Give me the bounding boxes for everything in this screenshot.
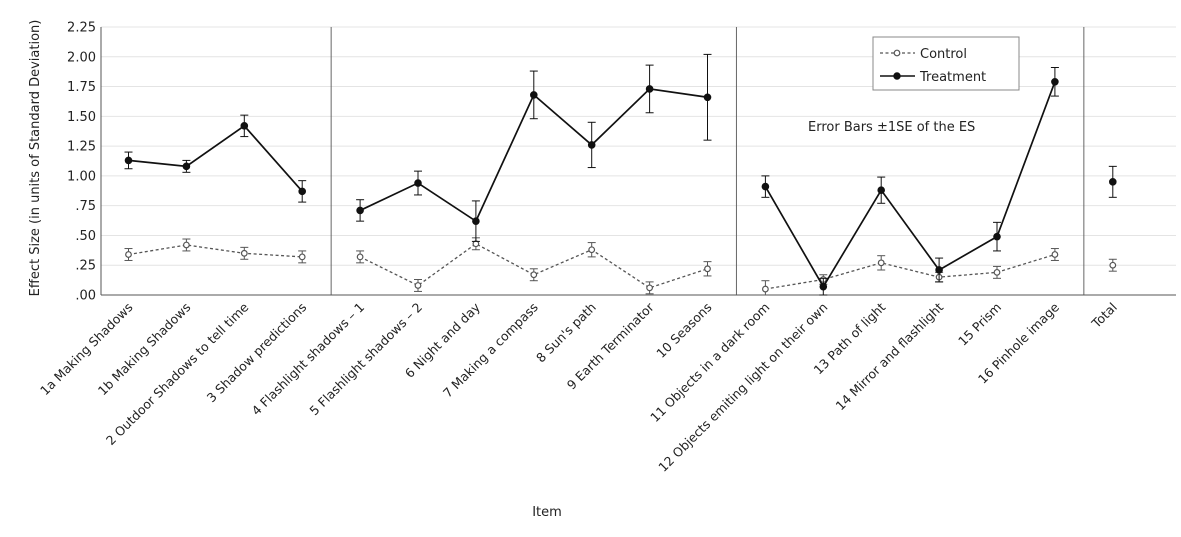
series-control-point	[993, 268, 1001, 276]
x-tick-label: 11 Objects in a dark room	[647, 300, 772, 425]
series-treatment-point	[1051, 77, 1059, 86]
series-treatment-point	[298, 187, 307, 196]
legend-control-marker	[893, 49, 901, 57]
series-treatment-point	[124, 156, 133, 165]
y-axis-title: Effect Size (in units of Standard Deviat…	[28, 20, 43, 297]
y-tick-label: 2.00	[67, 50, 96, 65]
series-layer	[124, 53, 1117, 296]
series-control-point	[298, 253, 306, 261]
series-treatment-point	[587, 141, 596, 149]
x-tick-label: 4 Flashlight shadows – 1	[248, 300, 367, 419]
y-tick-label: 1.25	[67, 140, 96, 155]
legend-box	[872, 36, 1020, 91]
x-tick-label: 1a Making Shadows	[37, 300, 136, 399]
series-control-point	[125, 251, 132, 258]
series-treatment-point	[1109, 178, 1117, 186]
series-control-point	[356, 253, 364, 261]
series-control-line	[359, 243, 708, 289]
x-tick-label: 14 Mirror and flashlight	[832, 299, 946, 413]
series-control-point	[877, 259, 885, 267]
error-bar-note: Error Bars ±1SE of the ES	[808, 120, 975, 135]
series-treatment	[124, 53, 1117, 296]
x-tick-label: 7 Making a compass	[440, 300, 541, 401]
series-treatment-point	[819, 282, 828, 291]
series-treatment-point	[472, 217, 480, 225]
series-treatment-point	[877, 186, 886, 194]
series-control-line	[128, 244, 303, 258]
series-control-line	[765, 253, 1056, 290]
series-control-point	[182, 241, 190, 249]
x-tick-label: 3 Shadow predictions	[204, 300, 310, 406]
series-treatment-line	[128, 124, 303, 192]
series-control-point	[704, 265, 711, 273]
series-treatment-point	[645, 85, 654, 93]
panel-dividers	[330, 27, 1085, 295]
series-treatment-point	[356, 206, 364, 215]
x-tick-label: 15 Prism	[955, 300, 1004, 349]
series-control-point	[588, 246, 596, 254]
x-axis-title: Item	[532, 505, 562, 520]
legend-treatment-marker	[893, 72, 901, 80]
grid	[101, 26, 1176, 266]
legend-control-label: Control	[920, 47, 967, 62]
y-tick-label: .25	[75, 259, 96, 274]
series-treatment-point	[703, 93, 712, 102]
series-treatment-point	[182, 162, 191, 171]
series-treatment-point	[935, 266, 943, 274]
y-tick-label: .75	[75, 199, 96, 214]
series-control-point	[414, 282, 422, 289]
series-control-point	[646, 284, 653, 292]
series-control-point	[1109, 261, 1117, 269]
x-tick-label: 5 Flashlight shadows – 2	[306, 300, 425, 419]
series-control	[124, 237, 1117, 296]
series-treatment-point	[761, 182, 770, 191]
y-tick-label: .50	[75, 229, 96, 244]
series-control-point	[240, 249, 248, 257]
series-treatment-point	[529, 91, 538, 99]
legend-treatment-label: Treatment	[919, 70, 986, 85]
series-treatment-point	[993, 232, 1001, 241]
series-control-point	[762, 285, 769, 293]
series-treatment-line	[764, 81, 1056, 289]
legend: Control Treatment	[872, 36, 1020, 91]
series-control-point	[1051, 251, 1059, 258]
series-treatment-point	[240, 122, 249, 130]
series-control-point	[530, 271, 538, 279]
y-tick-label: 2.25	[67, 21, 96, 36]
x-tick-label: Total	[1088, 300, 1120, 332]
x-tick-label: 10 Seasons	[653, 300, 714, 361]
y-tick-label: 1.00	[67, 169, 96, 184]
y-tick-label: 1.50	[67, 110, 96, 125]
y-tick-label: .00	[75, 289, 96, 304]
y-tick-label: 1.75	[67, 80, 96, 95]
series-treatment-point	[414, 179, 422, 187]
